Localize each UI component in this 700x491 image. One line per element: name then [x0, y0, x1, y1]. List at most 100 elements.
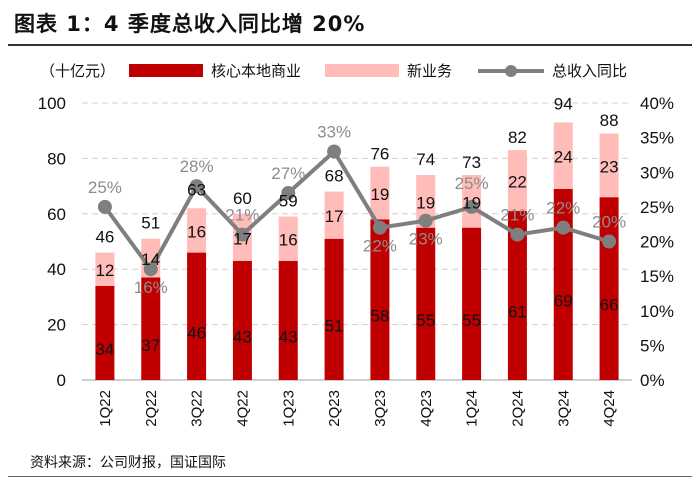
yoy-marker: [418, 213, 433, 228]
data-label-yoy: 22%: [363, 237, 397, 256]
x-tick-label: 2Q23: [326, 390, 343, 427]
bar-core: [141, 277, 161, 380]
data-label-total: 60: [233, 189, 252, 208]
left-tick-label: 20: [47, 316, 66, 335]
right-tick-label: 25%: [640, 198, 674, 217]
bar-core: [416, 227, 436, 380]
data-label-total: 59: [279, 192, 298, 211]
bar-core: [278, 260, 298, 380]
data-label-core: 61: [508, 303, 527, 322]
data-label-core: 69: [554, 291, 573, 310]
data-label-yoy: 20%: [592, 213, 626, 232]
data-label-total: 68: [325, 167, 344, 186]
legend-item-core: 核心本地商业: [129, 60, 301, 81]
right-tick-label: 0%: [640, 371, 665, 390]
yoy-marker: [327, 144, 342, 159]
x-tick-label: 2Q22: [143, 390, 160, 427]
left-tick-label: 60: [47, 205, 66, 224]
bar-new: [416, 175, 436, 228]
yoy-marker: [510, 227, 525, 242]
data-label-core: 43: [233, 327, 252, 346]
data-label-total: 94: [554, 95, 573, 114]
x-tick-label: 4Q24: [601, 390, 618, 427]
bar-new: [507, 150, 527, 212]
yoy-marker: [464, 199, 479, 214]
data-label-yoy: 16%: [134, 278, 168, 297]
x-tick-label: 4Q22: [234, 390, 251, 427]
data-label-core: 55: [416, 311, 435, 330]
data-label-total: 76: [370, 144, 389, 163]
right-tick-label: 15%: [640, 267, 674, 286]
x-tick-label: 3Q23: [372, 390, 389, 427]
data-label-new: 12: [95, 261, 114, 280]
data-label-total: 88: [600, 111, 619, 130]
bar-core: [553, 188, 573, 380]
yoy-line: [103, 148, 610, 273]
x-tick-label: 1Q23: [280, 390, 297, 427]
bar-core: [462, 227, 482, 380]
left-tick-label: 40: [47, 260, 66, 279]
right-tick-label: 40%: [640, 94, 674, 113]
right-tick-label: 35%: [640, 129, 674, 148]
yoy-marker: [189, 179, 204, 194]
data-label-new: 16: [279, 231, 298, 250]
data-label-new: 17: [233, 229, 252, 248]
legend-line-marker: [478, 64, 545, 77]
data-label-core: 46: [187, 323, 206, 342]
left-tick-label: 0: [57, 371, 66, 390]
right-tick-label: 30%: [640, 163, 674, 182]
data-label-core: 37: [141, 336, 160, 355]
data-label-new: 14: [141, 250, 160, 269]
data-label-new: 19: [462, 193, 481, 212]
x-tick-label: 1Q22: [97, 390, 114, 427]
data-label-yoy: 25%: [455, 174, 489, 193]
yoy-marker: [235, 227, 250, 242]
data-label-total: 74: [416, 150, 435, 169]
data-label-total: 82: [508, 128, 527, 147]
data-label-yoy: 21%: [225, 206, 259, 225]
data-label-core: 58: [370, 307, 389, 326]
yoy-marker: [602, 234, 617, 249]
legend-label-yoy: 总收入同比: [552, 62, 628, 80]
data-label-core: 66: [600, 296, 619, 315]
data-label-new: 24: [554, 148, 573, 167]
data-label-new: 19: [370, 185, 389, 204]
x-tick-label: 1Q24: [464, 390, 481, 427]
bar-core: [95, 285, 115, 380]
data-label-yoy: 25%: [88, 178, 122, 197]
bar-core: [232, 260, 252, 380]
left-tick-label: 100: [38, 94, 66, 113]
data-label-yoy: 22%: [546, 199, 580, 218]
unit-label: （十亿元）: [40, 62, 116, 80]
bar-new: [324, 191, 344, 239]
data-label-new: 23: [600, 157, 619, 176]
yoy-marker: [97, 199, 112, 214]
bar-core: [507, 211, 527, 380]
data-label-total: 51: [141, 214, 160, 233]
legend-swatch-new: [325, 64, 400, 77]
bar-new: [370, 166, 390, 220]
bar-core: [324, 238, 344, 380]
figure-title: 图表 1：4 季度总收入同比增 20%: [14, 12, 366, 36]
x-tick-label: 2Q24: [509, 390, 526, 427]
bar-new: [553, 122, 573, 189]
data-label-new: 17: [325, 207, 344, 226]
yoy-marker: [372, 220, 387, 235]
bar-new: [278, 216, 298, 261]
data-label-core: 51: [325, 316, 344, 335]
bar-new: [599, 133, 619, 198]
data-label-yoy: 33%: [317, 122, 351, 141]
data-label-yoy: 27%: [271, 164, 305, 183]
x-tick-label: 3Q22: [189, 390, 206, 427]
legend: （十亿元） 核心本地商业 新业务 总收入同比: [40, 60, 651, 81]
data-label-core: 55: [462, 311, 481, 330]
yoy-marker: [281, 186, 296, 201]
x-tick-label: 4Q23: [418, 390, 435, 427]
legend-item-yoy: 总收入同比: [476, 60, 627, 81]
data-label-yoy: 21%: [500, 206, 534, 225]
legend-label-new: 新业务: [407, 62, 453, 80]
bar-core: [370, 219, 390, 380]
data-label-new: 16: [187, 222, 206, 241]
legend-item-new: 新业务: [325, 60, 452, 81]
